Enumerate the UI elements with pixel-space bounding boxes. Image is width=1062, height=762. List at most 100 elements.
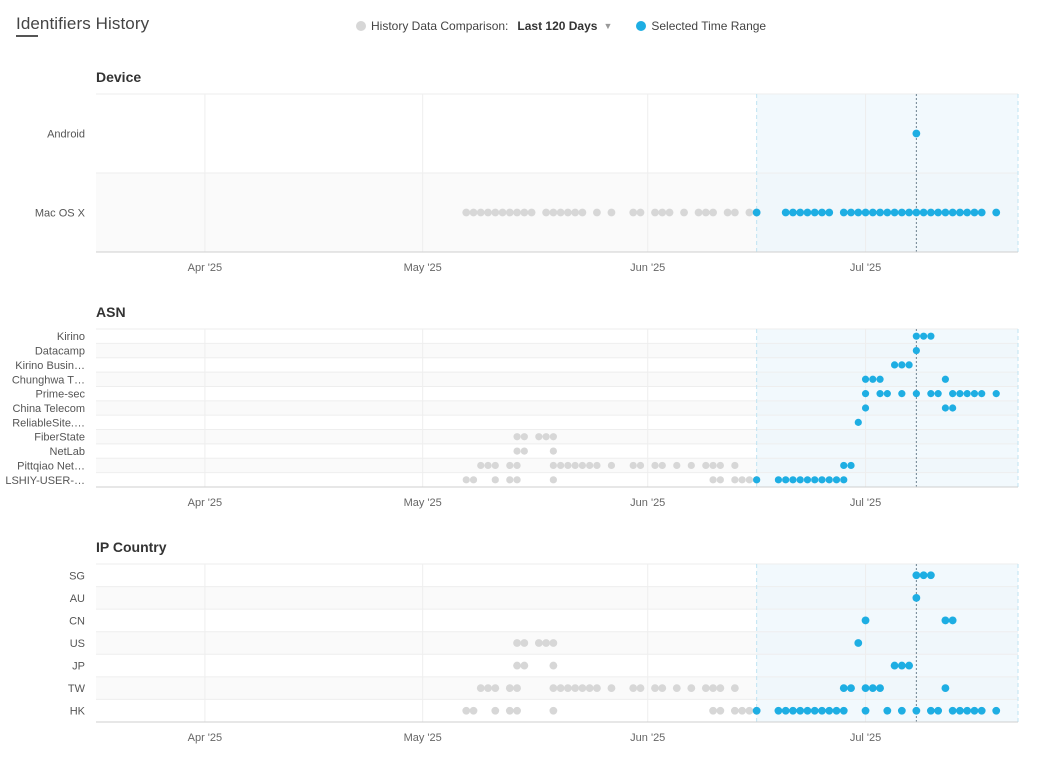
selected-point[interactable] xyxy=(883,706,892,715)
selected-point[interactable] xyxy=(752,208,761,217)
history-point[interactable] xyxy=(578,461,587,470)
selected-point[interactable] xyxy=(818,706,826,715)
selected-point[interactable] xyxy=(825,476,833,484)
history-point[interactable] xyxy=(513,706,521,715)
history-point[interactable] xyxy=(716,461,724,470)
selected-point[interactable] xyxy=(956,706,964,715)
history-point[interactable] xyxy=(505,684,514,693)
selected-point[interactable] xyxy=(840,461,848,470)
selected-point[interactable] xyxy=(890,208,899,217)
selected-point[interactable] xyxy=(774,476,783,484)
selected-point[interactable] xyxy=(926,571,935,580)
comparison-range-select[interactable]: Last 120 Days xyxy=(517,19,598,33)
history-point[interactable] xyxy=(716,706,725,715)
selected-point[interactable] xyxy=(897,706,906,715)
history-point[interactable] xyxy=(549,639,558,647)
selected-point[interactable] xyxy=(789,208,797,217)
selected-point[interactable] xyxy=(752,706,761,715)
history-point[interactable] xyxy=(491,208,500,217)
history-point[interactable] xyxy=(520,447,528,455)
history-point[interactable] xyxy=(651,461,659,470)
selected-point[interactable] xyxy=(934,390,942,398)
selected-point[interactable] xyxy=(978,390,986,398)
history-point[interactable] xyxy=(513,476,521,484)
selected-point[interactable] xyxy=(861,616,870,625)
history-point[interactable] xyxy=(563,684,572,693)
history-point[interactable] xyxy=(745,476,753,484)
selected-point[interactable] xyxy=(956,390,964,398)
history-point[interactable] xyxy=(571,208,580,217)
history-point[interactable] xyxy=(513,639,521,647)
history-point[interactable] xyxy=(520,639,529,647)
selected-point[interactable] xyxy=(941,684,950,693)
selected-point[interactable] xyxy=(789,476,797,484)
history-point[interactable] xyxy=(607,208,616,217)
history-point[interactable] xyxy=(702,461,710,470)
history-point[interactable] xyxy=(549,461,557,470)
selected-point[interactable] xyxy=(912,593,921,602)
selected-point[interactable] xyxy=(912,706,921,715)
history-point[interactable] xyxy=(477,461,485,470)
history-point[interactable] xyxy=(730,684,739,693)
history-point[interactable] xyxy=(709,208,717,217)
selected-point[interactable] xyxy=(818,476,826,484)
selected-point[interactable] xyxy=(796,208,805,217)
selected-point[interactable] xyxy=(941,375,950,383)
selected-point[interactable] xyxy=(948,616,957,625)
selected-point[interactable] xyxy=(796,476,804,484)
selected-point[interactable] xyxy=(963,208,972,217)
history-point[interactable] xyxy=(491,476,499,484)
history-point[interactable] xyxy=(556,684,565,693)
history-point[interactable] xyxy=(505,706,514,715)
history-point[interactable] xyxy=(723,208,732,217)
selected-point[interactable] xyxy=(941,616,950,625)
history-point[interactable] xyxy=(484,684,492,693)
selected-point[interactable] xyxy=(898,361,906,369)
history-point[interactable] xyxy=(563,208,572,217)
history-point[interactable] xyxy=(549,661,558,670)
selected-point[interactable] xyxy=(970,706,979,715)
selected-point[interactable] xyxy=(803,208,812,217)
history-point[interactable] xyxy=(701,208,710,217)
selected-point[interactable] xyxy=(861,404,870,412)
history-point[interactable] xyxy=(484,461,492,470)
selected-point[interactable] xyxy=(811,476,819,484)
history-point[interactable] xyxy=(672,684,681,693)
history-point[interactable] xyxy=(687,461,695,470)
history-point[interactable] xyxy=(484,208,492,217)
history-point[interactable] xyxy=(542,433,550,441)
selected-point[interactable] xyxy=(920,332,928,340)
history-point[interactable] xyxy=(571,684,580,693)
history-point[interactable] xyxy=(513,433,521,441)
history-point[interactable] xyxy=(549,684,558,693)
history-point[interactable] xyxy=(542,639,551,647)
selected-point[interactable] xyxy=(847,208,855,217)
history-point[interactable] xyxy=(462,208,471,217)
selected-point[interactable] xyxy=(868,208,877,217)
history-point[interactable] xyxy=(586,461,594,470)
history-point[interactable] xyxy=(534,639,543,647)
history-point[interactable] xyxy=(701,684,710,693)
history-point[interactable] xyxy=(498,208,507,217)
selected-point[interactable] xyxy=(781,706,790,715)
history-point[interactable] xyxy=(469,476,478,484)
selected-point[interactable] xyxy=(912,346,920,355)
selected-point[interactable] xyxy=(810,706,819,715)
selected-point[interactable] xyxy=(941,404,950,412)
selected-point[interactable] xyxy=(854,418,862,426)
selected-point[interactable] xyxy=(912,208,921,217)
selected-point[interactable] xyxy=(912,390,920,398)
selected-point[interactable] xyxy=(847,684,855,693)
selected-point[interactable] xyxy=(926,706,935,715)
history-point[interactable] xyxy=(556,208,565,217)
selected-point[interactable] xyxy=(977,706,986,715)
history-point[interactable] xyxy=(476,208,485,217)
selected-point[interactable] xyxy=(883,390,891,398)
history-point[interactable] xyxy=(738,476,746,484)
selected-point[interactable] xyxy=(839,208,848,217)
history-point[interactable] xyxy=(593,461,601,470)
history-point[interactable] xyxy=(557,461,565,470)
chevron-down-icon[interactable]: ▼ xyxy=(603,21,613,31)
selected-point[interactable] xyxy=(876,390,884,398)
selected-point[interactable] xyxy=(927,332,935,340)
